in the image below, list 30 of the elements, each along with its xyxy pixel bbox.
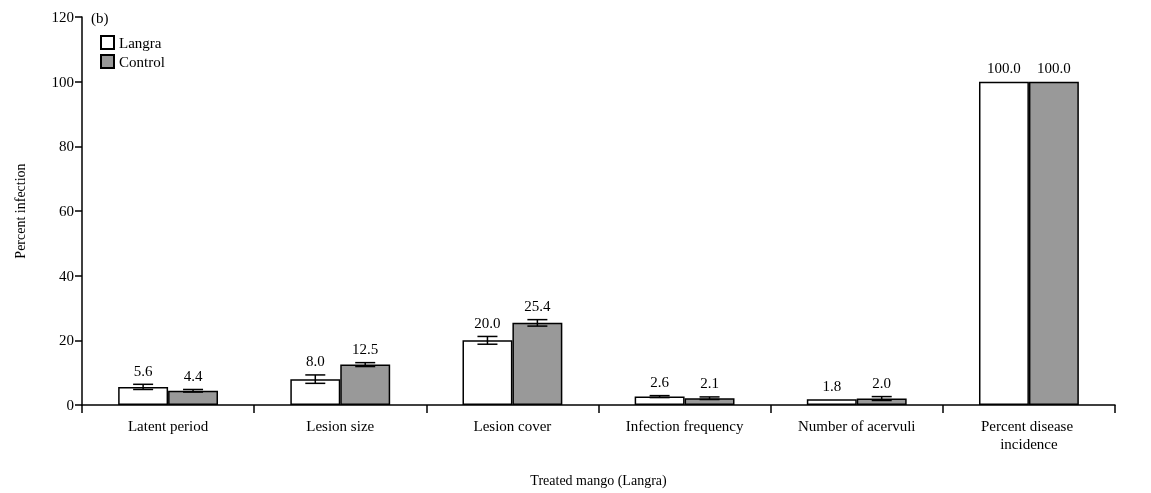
- data-label: 25.4: [524, 298, 552, 315]
- y-tick-label: 80: [59, 138, 74, 155]
- data-label: 2.6: [650, 374, 670, 391]
- data-label: 2.0: [872, 375, 892, 392]
- y-tick-label: 100: [51, 73, 74, 90]
- y-tick-label: 20: [59, 332, 74, 349]
- y-tick-label: 40: [59, 267, 74, 284]
- data-label: 8.0: [305, 353, 325, 370]
- y-tick-label: 0: [66, 397, 74, 413]
- data-label: 12.5: [352, 341, 379, 358]
- x-axis-title: Treated mango (Langra): [530, 472, 667, 489]
- data-label: 2.1: [700, 375, 719, 392]
- data-label: 20.0: [474, 314, 501, 331]
- y-tick-label: 60: [59, 203, 74, 219]
- legend-label: Langra: [119, 34, 162, 51]
- x-tick-label: Percent disease incidence: [981, 418, 1077, 452]
- legend-label: Control: [119, 53, 165, 70]
- x-tick-label: Lesion cover: [473, 418, 552, 434]
- data-label: 100.0: [987, 60, 1021, 77]
- data-label: 1.8: [822, 377, 842, 394]
- x-tick-label: Lesion size: [306, 418, 375, 434]
- data-label: 5.6: [133, 362, 153, 379]
- y-axis-title: Percent infection: [12, 163, 28, 259]
- y-tick-label: 120: [51, 9, 74, 25]
- annotation: (b): [91, 9, 109, 27]
- data-label: 100.0: [1037, 60, 1071, 77]
- data-label: 4.4: [183, 367, 203, 384]
- x-tick-label: Infection frequency: [625, 418, 745, 434]
- x-tick-label: Latent period: [127, 418, 209, 434]
- x-tick-label: Number of acervuli: [798, 418, 916, 434]
